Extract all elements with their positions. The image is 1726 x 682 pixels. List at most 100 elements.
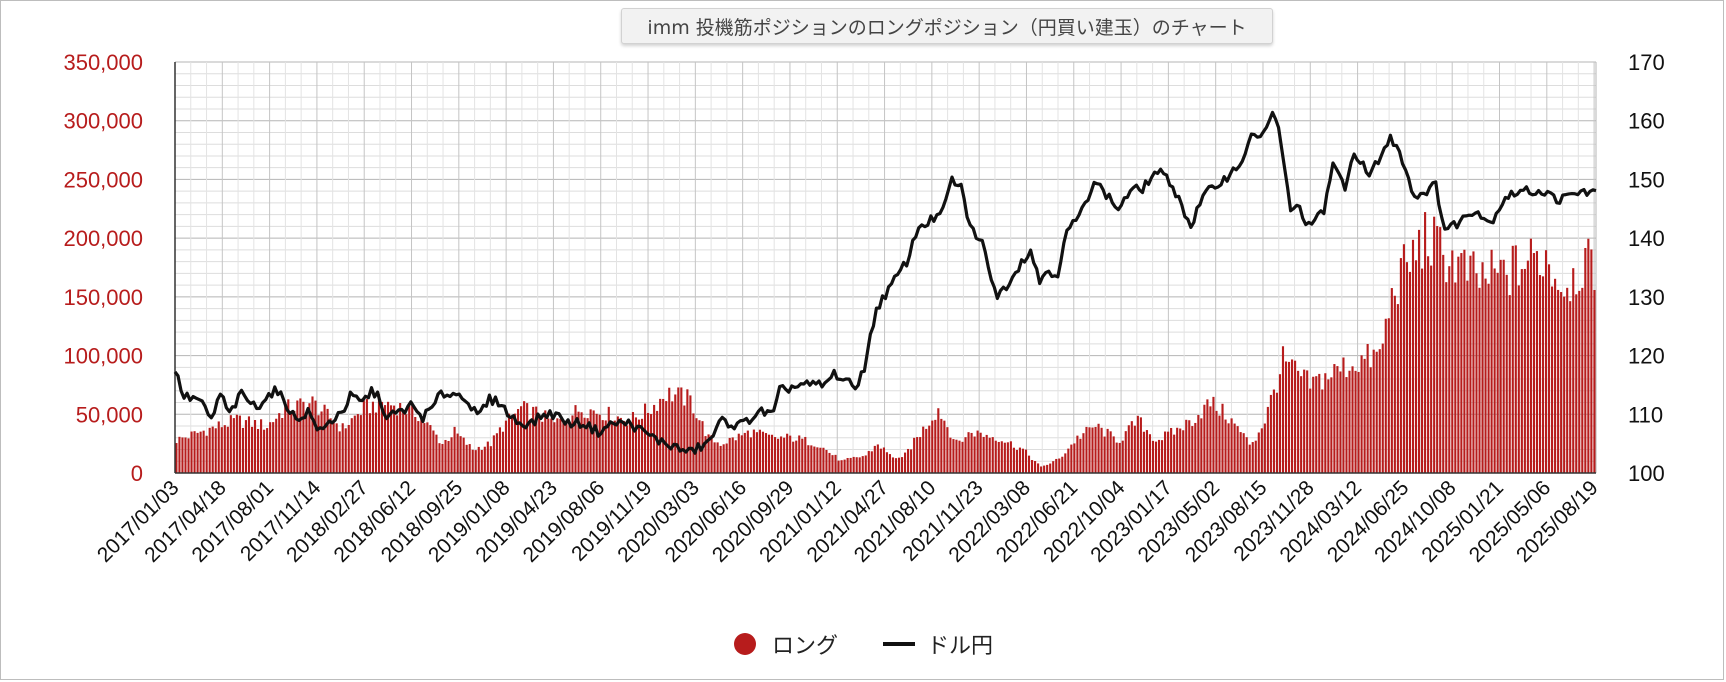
long-bar <box>1393 295 1396 473</box>
long-bar <box>952 439 955 473</box>
long-bar <box>1073 443 1076 473</box>
long-bar <box>223 425 226 473</box>
long-bar <box>637 419 641 473</box>
long-bar <box>414 416 417 473</box>
long-bar <box>229 415 232 473</box>
long-bar <box>1439 227 1442 473</box>
long-bar <box>816 447 819 473</box>
long-bar <box>640 418 644 473</box>
long-bar <box>595 413 598 473</box>
long-bar <box>1327 379 1330 473</box>
long-bar <box>1523 268 1526 473</box>
long-bar <box>795 440 798 473</box>
long-bar <box>305 411 308 473</box>
legend-item-long[interactable]: ロング <box>734 624 838 664</box>
long-bar <box>653 404 656 473</box>
long-bar <box>187 438 190 473</box>
long-bar <box>755 432 758 473</box>
long-bar <box>396 415 399 473</box>
long-bar <box>1006 442 1009 473</box>
long-bar <box>1318 373 1321 473</box>
long-bar <box>538 417 541 473</box>
long-bar <box>317 415 320 473</box>
long-bar <box>562 421 565 473</box>
long-bar <box>719 445 722 473</box>
long-bar <box>1046 464 1049 473</box>
long-bar <box>647 412 650 473</box>
long-bar <box>477 446 480 473</box>
long-bar <box>934 419 937 473</box>
long-bar <box>1291 359 1294 473</box>
long-bar <box>1529 238 1532 473</box>
long-bar <box>619 417 622 473</box>
long-bar <box>399 403 402 473</box>
y-left-tick-label: 250,000 <box>63 167 143 192</box>
long-bar <box>1206 399 1209 473</box>
long-bar <box>1300 376 1303 473</box>
long-bar <box>900 457 904 473</box>
long-bar <box>1275 392 1278 473</box>
long-bar <box>1430 265 1433 473</box>
long-bar <box>774 437 777 473</box>
long-bar <box>568 421 571 473</box>
long-bar <box>393 405 396 473</box>
long-bar <box>1517 285 1520 473</box>
long-bar <box>556 418 559 473</box>
long-bar <box>1188 420 1191 473</box>
long-bar <box>786 433 789 473</box>
long-bar <box>628 421 631 473</box>
long-bar <box>1514 245 1517 473</box>
usdjpy-line-group <box>173 110 1597 455</box>
long-bar <box>507 413 511 473</box>
long-bar <box>1100 427 1103 473</box>
long-bar <box>529 419 532 473</box>
long-bar <box>864 455 867 473</box>
long-bar <box>260 419 263 473</box>
long-bar <box>1593 290 1596 473</box>
long-bar <box>408 405 411 473</box>
long-bar <box>1124 431 1127 473</box>
long-bar <box>879 448 882 473</box>
long-bar <box>1333 364 1336 473</box>
long-bar <box>1408 271 1412 473</box>
long-bar <box>287 399 290 473</box>
long-bar <box>1266 406 1269 473</box>
long-bar <box>1363 358 1366 473</box>
long-bar <box>217 421 220 473</box>
long-bar <box>1354 370 1357 473</box>
legend-item-usdjpy[interactable]: ドル円 <box>883 624 993 664</box>
long-bars <box>175 212 1596 473</box>
long-bar <box>559 418 562 473</box>
long-bar <box>746 430 749 473</box>
long-bar <box>931 420 934 473</box>
long-bar <box>275 418 278 473</box>
long-bar <box>964 437 967 473</box>
long-bar <box>973 436 976 473</box>
long-bar <box>1040 466 1043 473</box>
long-bar <box>789 435 792 473</box>
long-bar <box>994 440 997 473</box>
long-bar <box>1254 440 1257 473</box>
long-bar <box>184 437 187 473</box>
long-bar <box>338 431 341 473</box>
long-bar <box>1584 247 1587 473</box>
y-right-tick-label: 160 <box>1628 109 1665 134</box>
long-bar <box>897 457 901 473</box>
long-bar <box>916 437 919 473</box>
long-bar <box>910 449 913 473</box>
long-bar <box>1390 288 1393 473</box>
long-bar <box>453 426 456 473</box>
long-bar <box>483 446 486 473</box>
long-bar <box>181 437 184 473</box>
long-bar <box>211 426 214 473</box>
long-bar <box>846 457 849 473</box>
long-bar <box>450 437 453 473</box>
long-bar <box>1015 449 1018 473</box>
long-bar <box>601 420 604 473</box>
long-bar <box>190 431 193 473</box>
long-bar <box>362 400 365 473</box>
long-bar <box>1106 428 1109 473</box>
long-bar <box>1566 287 1569 473</box>
long-bar <box>571 415 574 473</box>
long-bar <box>238 415 241 473</box>
